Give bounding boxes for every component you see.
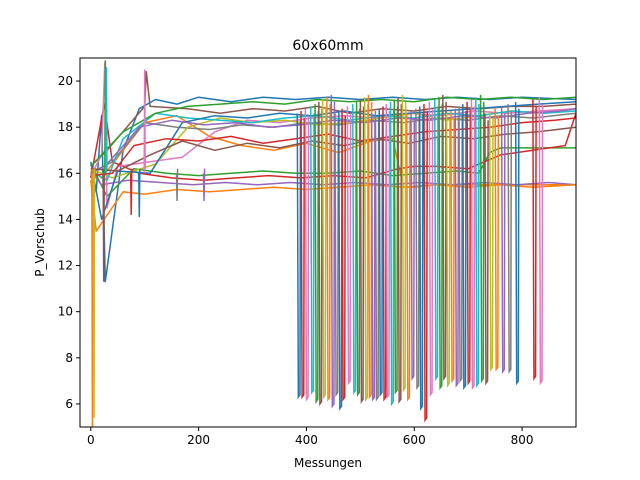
drop-line (479, 94, 485, 384)
spike-line (202, 168, 206, 202)
drop-line (462, 104, 467, 391)
y-tick-label: 18 (58, 120, 73, 134)
series-line (90, 96, 576, 167)
y-axis-label: P_Vorschub (33, 208, 47, 276)
y-tick-label: 16 (58, 166, 73, 180)
spike-line (129, 168, 133, 215)
drop-line (470, 99, 476, 391)
drop-line (454, 108, 460, 388)
drop-line (405, 113, 411, 402)
drop-line (507, 104, 513, 375)
spike-line (105, 67, 108, 174)
drop-line (484, 113, 489, 386)
drop-line (474, 97, 480, 388)
drop-line (309, 106, 315, 395)
drop-line (466, 101, 472, 386)
drop-line (338, 111, 343, 411)
drop-line (488, 111, 494, 372)
y-tick-label: 20 (58, 74, 73, 88)
drop-line (397, 97, 403, 404)
series-line (90, 117, 576, 177)
drop-line (385, 104, 391, 400)
drop-line (423, 104, 428, 423)
drop-line (346, 106, 352, 386)
drop-line (355, 101, 361, 398)
spike-line (143, 69, 146, 174)
series-line (90, 107, 576, 174)
series-line (90, 61, 576, 209)
chart-title: 60x60mm (292, 38, 363, 54)
drop-line (363, 97, 369, 402)
drop-line (450, 111, 455, 384)
drop-line (433, 99, 439, 381)
y-axis: 6 8 10 12 14 16 18 20 (58, 74, 80, 411)
y-tick-label: 10 (58, 305, 73, 319)
drop-line (300, 111, 306, 400)
y-tick-label: 14 (58, 212, 73, 226)
drop-line (494, 108, 500, 372)
y-tick-label: 12 (58, 259, 73, 273)
spike-line (102, 168, 106, 282)
x-tick-label: 600 (403, 433, 426, 447)
x-tick-label: 400 (295, 433, 318, 447)
spike-line (175, 168, 179, 202)
drop-line (389, 101, 395, 407)
y-tick-label: 6 (65, 397, 73, 411)
drop-line (330, 94, 336, 409)
drop-line (532, 99, 537, 381)
drop-line (445, 113, 451, 388)
drop-line (428, 101, 434, 398)
drop-line (393, 99, 399, 395)
drop-line (374, 111, 380, 402)
x-axis: 0 200 400 600 800 (87, 427, 534, 447)
drop-line (367, 94, 373, 400)
drop-line (538, 97, 544, 386)
drop-line (401, 94, 407, 393)
drop-line (352, 104, 357, 395)
spike-line (138, 168, 141, 218)
drop-line (378, 108, 384, 398)
drop-line (418, 106, 424, 411)
plot-frame (79, 57, 577, 428)
drop-line (415, 108, 420, 391)
x-tick-label: 800 (511, 433, 534, 447)
drop-line (326, 97, 331, 402)
y-tick-label: 8 (65, 351, 73, 365)
x-tick-label: 0 (87, 433, 95, 447)
x-axis-label: Messungen (294, 456, 362, 470)
series-layer (90, 60, 576, 427)
drop-line (500, 106, 506, 375)
drop-line (410, 111, 416, 381)
drop-line (321, 99, 327, 400)
drop-line (458, 106, 463, 384)
drop-line (304, 108, 310, 402)
drop-line (314, 104, 320, 404)
drop-line (438, 97, 444, 391)
drop-line (359, 99, 365, 404)
drop-line (442, 94, 447, 381)
drop-line (318, 101, 323, 407)
spike-line (92, 168, 96, 418)
drop-line (514, 101, 520, 386)
drop-line (334, 113, 339, 398)
x-tick-label: 200 (187, 433, 210, 447)
drop-line (382, 106, 387, 402)
drop-line (296, 113, 302, 400)
spike-line (91, 168, 94, 427)
drop-line (370, 113, 376, 402)
drop-line (341, 108, 347, 402)
